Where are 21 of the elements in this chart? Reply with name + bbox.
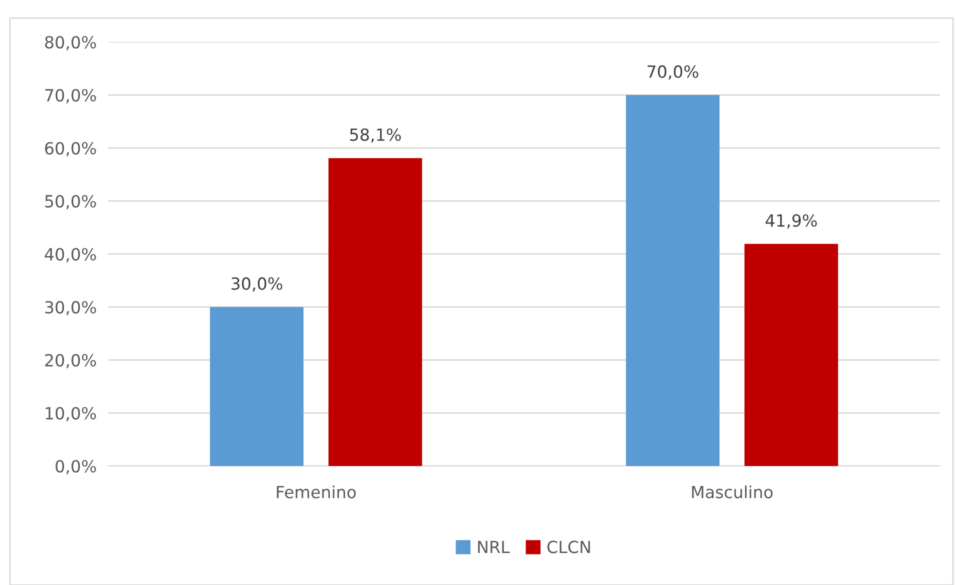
x-tick-label: Masculino <box>692 485 773 498</box>
y-tick-label: 80,0% <box>45 36 96 50</box>
legend-label: NRL <box>478 540 510 554</box>
y-tick-label: 30,0% <box>45 300 96 316</box>
bar <box>328 158 422 466</box>
y-tick-label: 50,0% <box>45 194 96 210</box>
x-tick-label: Femenino <box>276 485 356 498</box>
data-label: 58,1% <box>350 128 401 143</box>
data-label: 30,0% <box>232 277 282 292</box>
y-tick-label: 40,0% <box>44 248 96 262</box>
data-label: 70,0% <box>648 65 698 80</box>
y-tick-label: 20,0% <box>45 354 96 368</box>
data-label: 41,9% <box>766 214 817 229</box>
legend-label: CLCN <box>547 540 590 554</box>
y-tick-label: 60,0% <box>45 142 96 156</box>
y-tick-label: 10,0% <box>46 406 96 422</box>
bar <box>626 95 720 466</box>
y-tick-label: 70,0% <box>45 88 96 104</box>
bar <box>210 307 304 466</box>
bar <box>744 244 838 466</box>
y-tick-label: 0,0% <box>56 460 96 474</box>
